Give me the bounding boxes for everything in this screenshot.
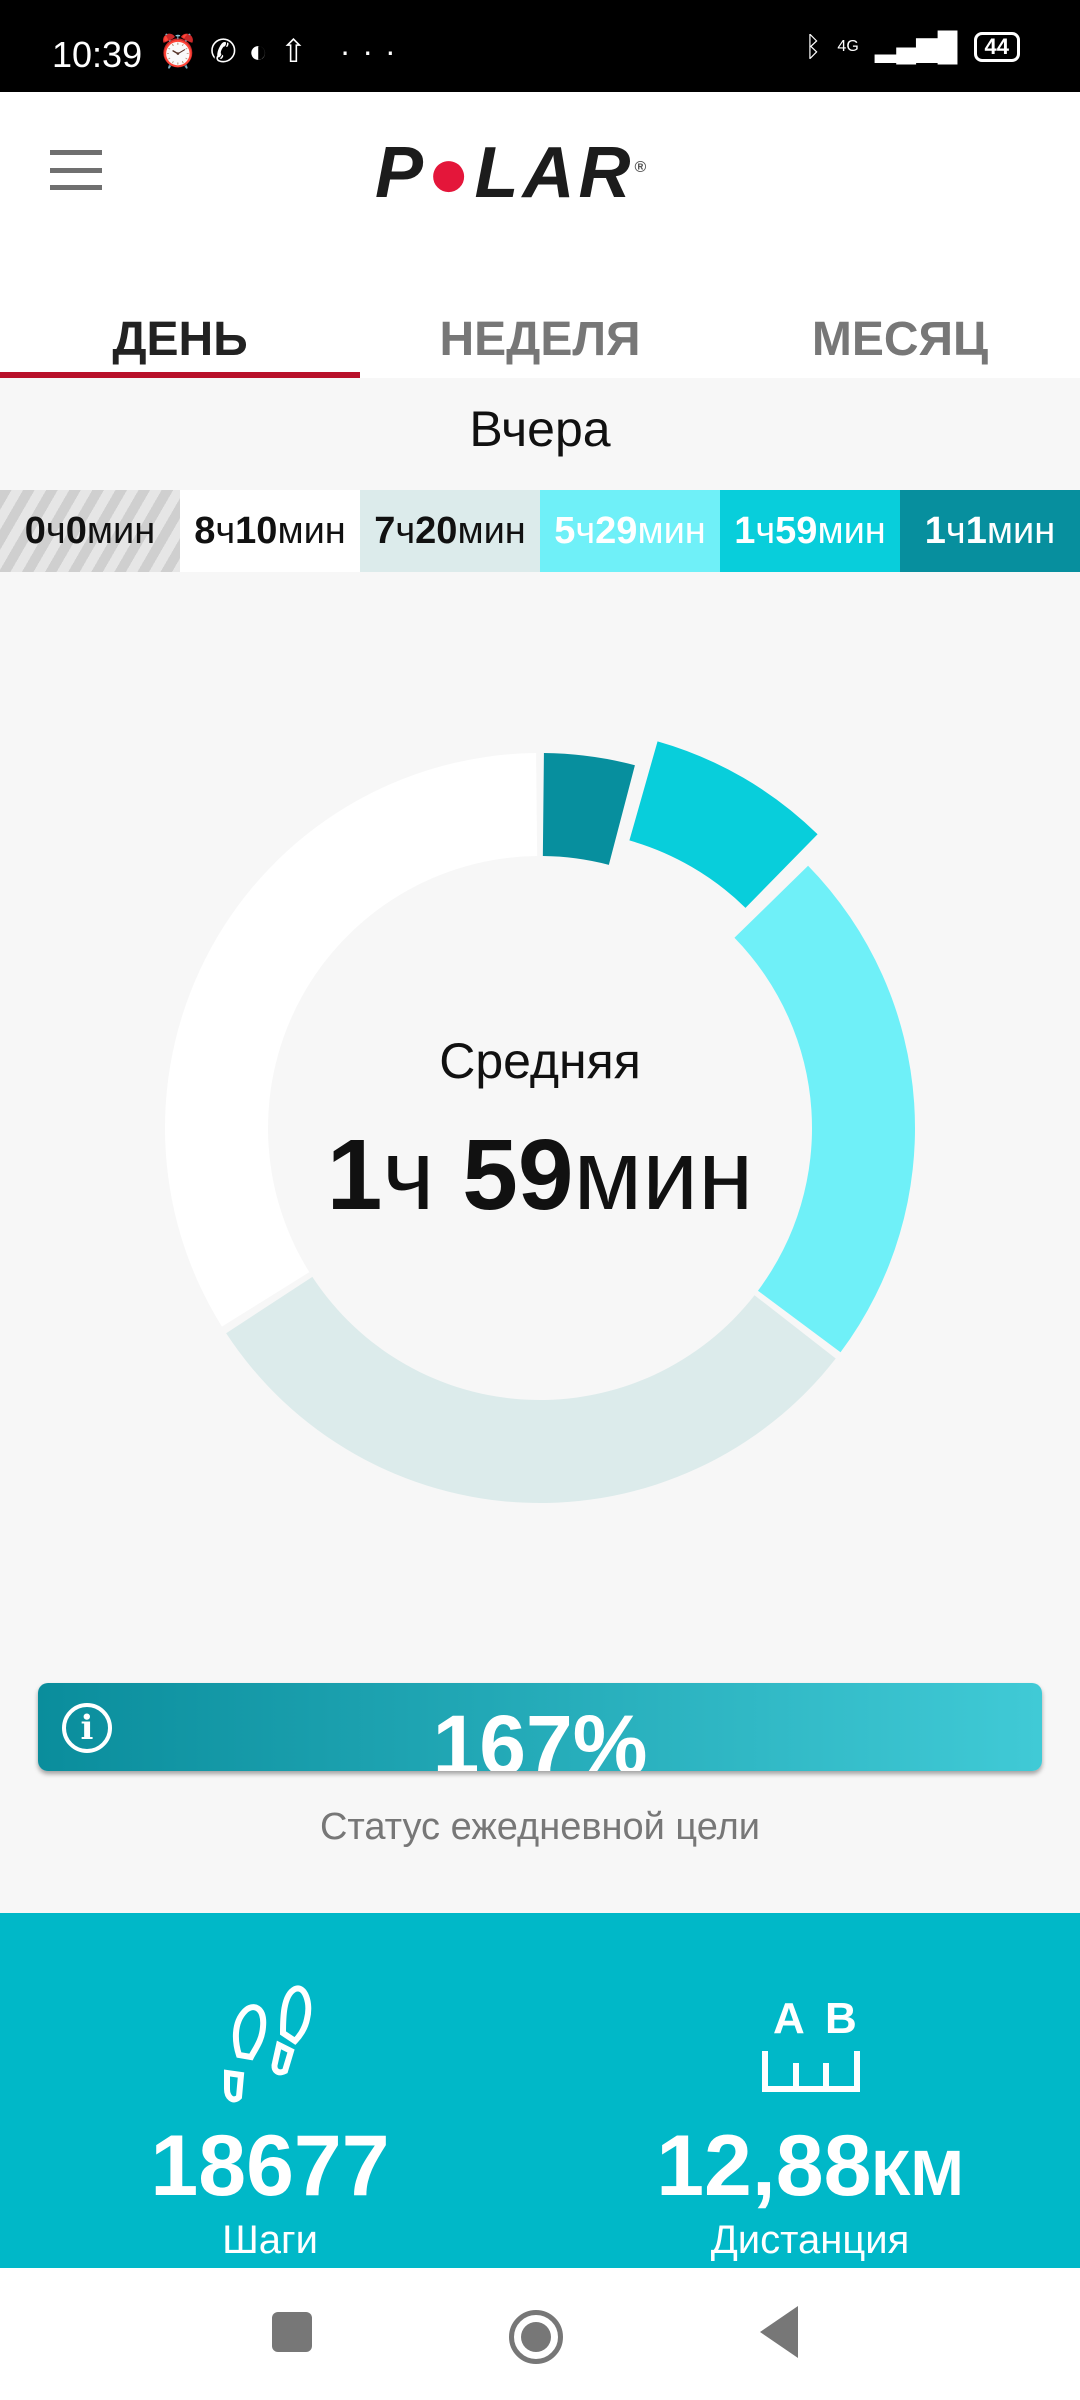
cell-minutes: 59	[775, 509, 818, 552]
system-icons: ᛒ 4G ▂▄▆█ 44	[805, 30, 1020, 63]
activity-level-cell[interactable]: 8 ч 10 мин	[180, 490, 360, 572]
cell-hours: 1	[924, 509, 946, 552]
minutes-unit: мин	[573, 1119, 754, 1231]
app-header: P●LAR® ДЕНЬ НЕДЕЛЯ МЕСЯЦ	[0, 92, 1080, 378]
cell-minutes: 20	[415, 509, 458, 552]
activity-level-cell[interactable]: 0 ч 0 мин	[0, 490, 180, 572]
tab-week[interactable]: НЕДЕЛЯ	[439, 313, 641, 366]
cell-minutes: 29	[595, 509, 638, 552]
signal-icon: ▂▄▆█	[874, 31, 958, 62]
cell-minutes-unit: мин	[986, 509, 1056, 552]
donut-segment[interactable]	[226, 1276, 836, 1503]
activity-level-cell[interactable]: 7 ч 20 мин	[360, 490, 540, 572]
cell-hours: 5	[554, 509, 576, 552]
cell-hours: 1	[734, 509, 756, 552]
cell-hours-unit: ч	[575, 509, 596, 552]
donut-segment[interactable]	[734, 865, 915, 1353]
cell-minutes-unit: мин	[277, 509, 346, 552]
donut-segment[interactable]	[542, 753, 635, 865]
activity-level-cell[interactable]: 1 ч 1 мин	[900, 490, 1080, 572]
hours-value: 1	[326, 1119, 383, 1231]
activity-level-strip: 0 ч 0 мин 8 ч 10 мин 7 ч 20 мин 5 ч 29 мин 1 ч 59 мин 1 ч 1 мин	[0, 490, 1080, 572]
distance-label: Дистанция	[710, 2218, 910, 2262]
steps-label: Шаги	[222, 2218, 318, 2262]
home-icon	[521, 2322, 551, 2352]
selected-level-label: Средняя	[439, 1033, 641, 1089]
recents-button[interactable]	[272, 2312, 312, 2352]
polar-logo: P●LAR®	[375, 133, 651, 213]
steps-value: 18677	[150, 2118, 390, 2214]
cell-minutes-unit: мин	[457, 509, 526, 552]
footprints-icon	[0, 1983, 540, 2113]
daily-goal-bar[interactable]: i 167%	[38, 1683, 1042, 1771]
minutes-value: 59	[462, 1119, 574, 1231]
home-button[interactable]	[509, 2310, 563, 2364]
icon-letter-b: B	[825, 1994, 857, 2043]
goal-percent: 167%	[432, 1698, 648, 1771]
cell-hours: 8	[194, 509, 216, 552]
cell-hours-unit: ч	[45, 509, 66, 552]
goal-caption: Статус ежедневной цели	[319, 1806, 761, 1848]
cell-minutes-unit: мин	[817, 509, 886, 552]
notification-icons: ⏰✆◐⇧ ···	[158, 33, 408, 69]
distance-number: 12,88	[656, 2118, 872, 2214]
day-label: Вчера	[469, 401, 611, 457]
cell-minutes: 1	[965, 509, 987, 552]
hours-unit: ч	[382, 1119, 435, 1231]
cell-hours: 7	[374, 509, 396, 552]
tab-day[interactable]: ДЕНЬ	[0, 272, 360, 378]
stats-panel: 18677 Шаги A B 12,88КМ Дистанция	[0, 1913, 1080, 2268]
cell-hours-unit: ч	[945, 509, 966, 552]
tab-month[interactable]: МЕСЯЦ	[811, 313, 989, 366]
cell-minutes-unit: мин	[637, 509, 706, 552]
activity-level-cell[interactable]: 5 ч 29 мин	[540, 490, 720, 572]
cell-hours: 0	[24, 509, 46, 552]
cell-hours-unit: ч	[755, 509, 776, 552]
battery-icon: 44	[973, 31, 1020, 62]
cell-hours-unit: ч	[215, 509, 236, 552]
network-type: 4G	[837, 37, 859, 55]
icon-letter-a: A	[773, 1994, 805, 2043]
cell-minutes: 10	[235, 509, 278, 552]
selected-level-value: 1ч 59мин	[0, 1118, 1080, 1233]
status-bar: 10:39 ⏰✆◐⇧ ··· ᛒ 4G ▂▄▆█ 44	[0, 0, 1080, 92]
hamburger-icon[interactable]	[50, 150, 102, 190]
cell-hours-unit: ч	[395, 509, 416, 552]
activity-donut-chart	[165, 741, 915, 1503]
back-button[interactable]	[760, 2306, 798, 2358]
cell-minutes-unit: мин	[86, 509, 156, 552]
cell-minutes: 0	[65, 509, 87, 552]
distance-stat: A B 12,88КМ Дистанция	[540, 1913, 1080, 2263]
distance-unit: КМ	[871, 2137, 964, 2209]
steps-stat: 18677 Шаги	[0, 1913, 540, 2263]
bluetooth-icon: ᛒ	[804, 30, 822, 62]
distance-ab-icon: A B	[540, 1983, 1080, 2113]
status-time: 10:39	[52, 34, 143, 75]
system-nav-bar	[0, 2268, 1080, 2400]
period-tabs: ДЕНЬ НЕДЕЛЯ МЕСЯЦ	[0, 272, 1080, 378]
info-icon[interactable]: i	[62, 1703, 112, 1753]
donut-segment[interactable]	[165, 753, 538, 1327]
activity-level-cell[interactable]: 1 ч 59 мин	[720, 490, 900, 572]
distance-value: 12,88КМ	[540, 2117, 1080, 2216]
donut-segment[interactable]	[629, 741, 818, 908]
